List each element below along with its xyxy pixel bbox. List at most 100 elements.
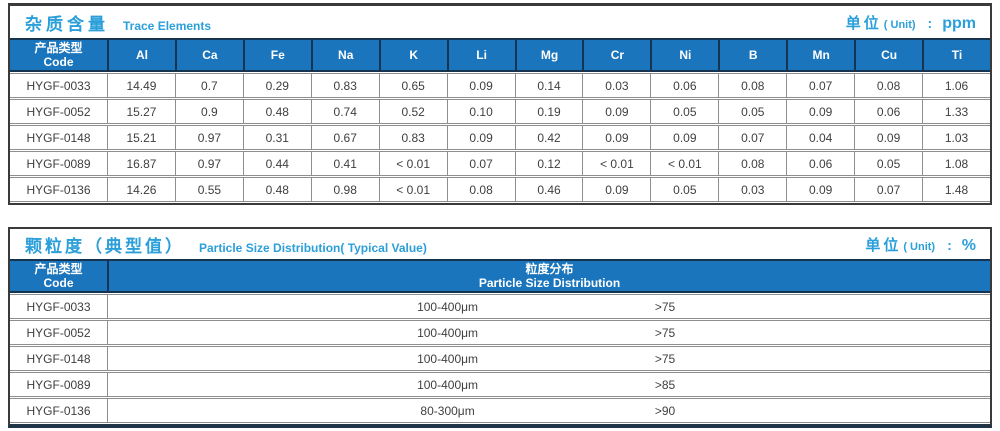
- value-cell: 0.44: [242, 152, 311, 175]
- code-header-en: Code: [43, 55, 74, 69]
- distribution-cell: 100-400μm >75: [107, 295, 990, 318]
- code-column-header: 产品类型 Code: [10, 40, 107, 70]
- value-cell: 0.07: [446, 152, 515, 175]
- trace-title-bar: 杂质含量 Trace Elements 单位 ( Unit) : ppm: [10, 6, 990, 38]
- row-code: HYGF-0033: [26, 299, 91, 314]
- size-range: 100-400μm: [417, 377, 479, 392]
- row-code: HYGF-0148: [26, 351, 91, 366]
- value-cell: 1.33: [922, 100, 990, 123]
- value-cell: 0.09: [650, 126, 718, 149]
- psd-table-body: HYGF-0033 100-400μm >75 HYGF-0052 100-40…: [10, 293, 990, 423]
- trace-title-en: Trace Elements: [123, 18, 212, 33]
- trace-title: 杂质含量 Trace Elements: [25, 10, 211, 35]
- trace-elements-table: 杂质含量 Trace Elements 单位 ( Unit) : ppm 产品类…: [8, 3, 992, 205]
- value-cell: 0.65: [378, 74, 447, 97]
- value-cell: 0.07: [786, 74, 854, 97]
- psd-title-en: Particle Size Distribution( Typical Valu…: [199, 240, 427, 255]
- value-cell: 0.09: [854, 126, 922, 149]
- value-cell: 0.09: [582, 178, 650, 201]
- distribution-column-header: 粒度分布 Particle Size Distribution: [107, 261, 990, 291]
- distribution-cell: 100-400μm >75: [107, 347, 990, 370]
- value-cell: 0.83: [310, 74, 379, 97]
- code-column-header: 产品类型 Code: [10, 261, 107, 291]
- table-row: HYGF-0148 100-400μm >75: [10, 346, 990, 371]
- value-cell: 0.06: [650, 74, 718, 97]
- value-cell: 0.08: [854, 74, 922, 97]
- value-cell: 1.08: [922, 152, 990, 175]
- value-cell: 0.05: [650, 100, 718, 123]
- table-row: HYGF-0136 14.26 0.55 0.48 0.98 < 0.01 0.…: [10, 177, 990, 202]
- element-column-header: Mn: [786, 40, 854, 70]
- percentage-value: >75: [654, 299, 676, 314]
- particle-size-table: 颗粒度（典型值） Particle Size Distribution( Typ…: [8, 227, 992, 428]
- unit-colon: :: [927, 14, 933, 31]
- psd-title-zh: 颗粒度（典型值）: [25, 236, 185, 256]
- trace-header-row: 产品类型 Code Al Ca Fe Na K Li Mg Cr Ni B Mn Cu Ti: [10, 38, 990, 72]
- value-cell: 0.09: [786, 100, 854, 123]
- value-cell: 0.97: [174, 126, 243, 149]
- value-cell: 0.09: [582, 100, 650, 123]
- row-code: HYGF-0052: [26, 325, 91, 340]
- element-column-header: Na: [310, 40, 379, 70]
- value-cell: 0.06: [786, 152, 854, 175]
- percentage-value: >75: [654, 325, 676, 340]
- element-column-header: K: [378, 40, 447, 70]
- element-column-header: Mg: [514, 40, 583, 70]
- element-column-header: Ti: [922, 40, 990, 70]
- row-code: HYGF-0136: [26, 182, 91, 197]
- row-code: HYGF-0089: [26, 156, 91, 171]
- value-cell: < 0.01: [378, 178, 447, 201]
- unit-label: 单位: [845, 14, 882, 32]
- unit-value: ppm: [942, 14, 976, 32]
- value-cell: 0.7: [174, 74, 243, 97]
- value-cell: 0.07: [718, 126, 786, 149]
- code-header-en: Code: [43, 276, 74, 290]
- value-cell: 1.03: [922, 126, 990, 149]
- percentage-value: >85: [654, 377, 676, 392]
- code-header-zh: 产品类型: [34, 262, 83, 276]
- trace-title-zh: 杂质含量: [25, 14, 109, 34]
- trace-table-body: HYGF-0033 14.49 0.7 0.29 0.83 0.65 0.09 …: [10, 72, 990, 202]
- value-cell: 0.09: [446, 126, 515, 149]
- element-column-header: Cr: [582, 40, 650, 70]
- row-code: HYGF-0033: [26, 78, 91, 93]
- element-column-header: Ni: [650, 40, 718, 70]
- size-range: 100-400μm: [417, 325, 479, 340]
- value-cell: 0.97: [174, 152, 243, 175]
- row-code: HYGF-0136: [26, 403, 91, 418]
- table-row: HYGF-0089 100-400μm >85: [10, 372, 990, 397]
- value-cell: 0.09: [446, 74, 515, 97]
- value-cell: 1.06: [922, 74, 990, 97]
- section-gap: [8, 205, 992, 227]
- value-cell: 0.14: [514, 74, 583, 97]
- value-cell: 0.9: [174, 100, 243, 123]
- value-cell: 0.04: [786, 126, 854, 149]
- value-cell: 0.42: [514, 126, 583, 149]
- value-cell: 14.49: [107, 74, 175, 97]
- size-range: 80-300μm: [420, 403, 475, 418]
- value-cell: 0.46: [514, 178, 583, 201]
- value-cell: < 0.01: [378, 152, 447, 175]
- row-code: HYGF-0148: [26, 130, 91, 145]
- value-cell: 0.12: [514, 152, 583, 175]
- value-cell: < 0.01: [650, 152, 718, 175]
- table-row: HYGF-0136 80-300μm >90: [10, 398, 990, 423]
- percentage-value: >90: [654, 403, 676, 418]
- size-range: 100-400μm: [417, 351, 479, 366]
- value-cell: 0.06: [854, 100, 922, 123]
- value-cell: 14.26: [107, 178, 175, 201]
- value-cell: 0.98: [310, 178, 379, 201]
- table-row: HYGF-0089 16.87 0.97 0.44 0.41 < 0.01 0.…: [10, 151, 990, 176]
- value-cell: 0.41: [310, 152, 379, 175]
- value-cell: 0.07: [854, 178, 922, 201]
- value-cell: 0.83: [378, 126, 447, 149]
- dist-header-zh: 粒度分布: [525, 262, 574, 276]
- percentage-value: >75: [654, 351, 676, 366]
- code-header-zh: 产品类型: [34, 41, 83, 55]
- row-code: HYGF-0089: [26, 377, 91, 392]
- value-cell: 15.21: [107, 126, 175, 149]
- trace-unit: 单位 ( Unit) : ppm: [846, 12, 976, 33]
- element-column-header: Ca: [174, 40, 243, 70]
- psd-title-bar: 颗粒度（典型值） Particle Size Distribution( Typ…: [10, 229, 990, 259]
- value-cell: 0.52: [378, 100, 447, 123]
